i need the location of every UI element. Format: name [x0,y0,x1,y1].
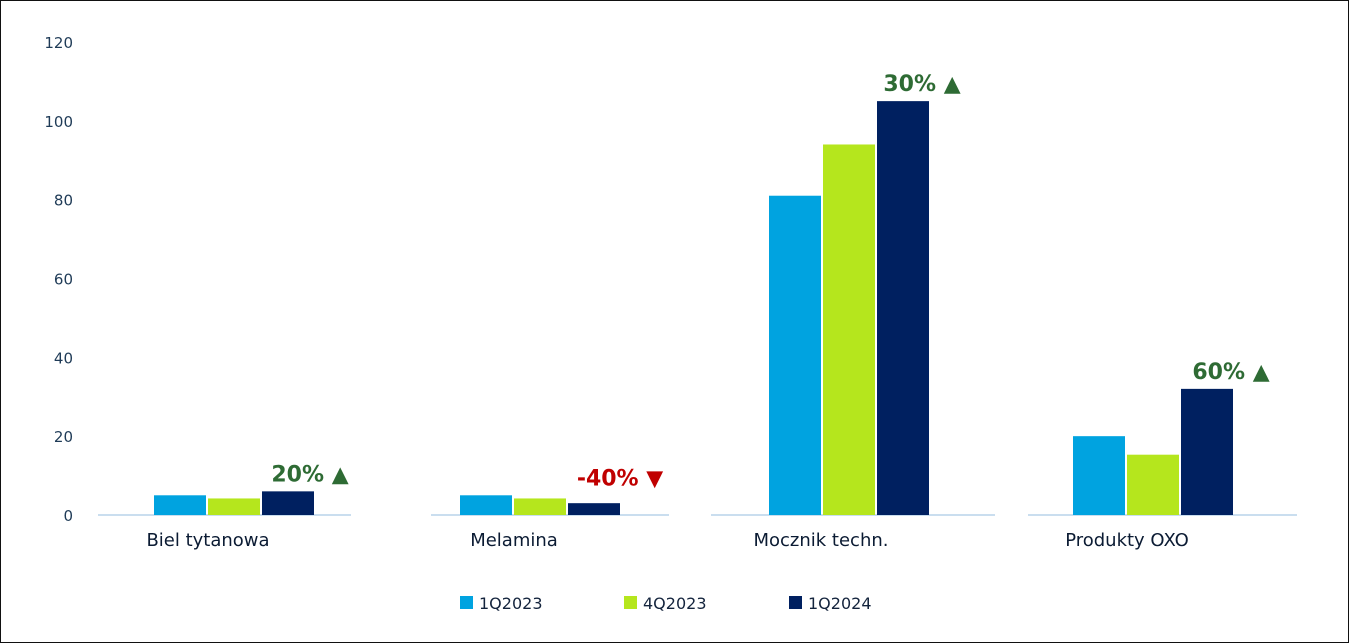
y-tick-label: 40 [54,349,73,367]
legend-swatch [624,596,637,609]
bar-1Q2024 [877,101,929,515]
bar-4Q2023 [514,498,566,515]
bar-4Q2023 [1127,454,1179,515]
legend-label: 1Q2024 [808,594,872,613]
bar-1Q2023 [154,495,206,515]
bar-1Q2024 [1181,388,1233,515]
y-tick-label: 100 [44,113,73,131]
y-tick-label: 120 [44,34,73,52]
bar-4Q2023 [208,498,260,515]
legend-swatch [789,596,802,609]
change-annotation: 20% ▲ [271,462,348,487]
category-label: Produkty OXO [1065,530,1189,551]
legend-swatch [460,596,473,609]
y-tick-label: 60 [54,271,73,289]
bars-group [154,101,1233,515]
bar-1Q2023 [769,195,821,515]
legend-label: 4Q2023 [643,594,707,613]
change-annotation: 60% ▲ [1192,360,1269,385]
y-tick-label: 0 [63,507,73,525]
category-label: Melamina [470,530,558,551]
category-labels: Biel tytanowa Melamina Mocznik techn. Produ… [146,530,1188,551]
annotations-group: 20% ▲ -40% ▼ 30% ▲ 60% ▲ [271,72,1269,491]
category-label: Mocznik techn. [753,530,888,551]
y-tick-label: 20 [54,428,73,446]
bar-1Q2024 [568,503,620,515]
legend-label: 1Q2023 [479,594,543,613]
category-label: Biel tytanowa [146,530,269,551]
change-annotation: 30% ▲ [883,72,960,97]
y-tick-label: 80 [54,192,73,210]
bar-4Q2023 [823,144,875,515]
y-axis: 0 20 40 60 80 100 120 [44,34,73,525]
bar-1Q2023 [460,495,512,515]
bar-1Q2024 [262,491,314,515]
bar-1Q2023 [1073,436,1125,515]
change-annotation: -40% ▼ [577,466,663,491]
legend: 1Q2023 4Q2023 1Q2024 [460,594,872,613]
